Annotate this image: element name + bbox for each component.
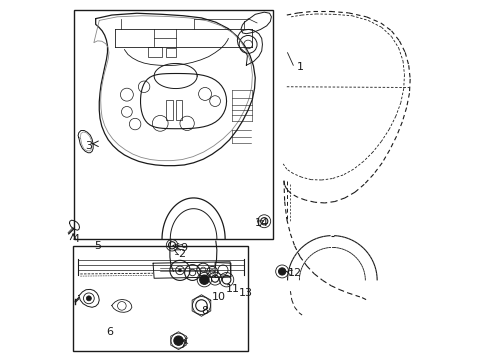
Text: 2: 2 bbox=[178, 248, 185, 258]
Text: 14: 14 bbox=[255, 218, 269, 228]
Bar bbox=[166, 100, 172, 120]
Bar bbox=[165, 48, 176, 57]
Text: 12: 12 bbox=[287, 268, 301, 278]
Text: 1: 1 bbox=[296, 62, 303, 72]
Circle shape bbox=[178, 269, 181, 272]
Circle shape bbox=[278, 268, 285, 275]
Text: 8: 8 bbox=[201, 306, 208, 316]
Circle shape bbox=[86, 296, 91, 301]
Circle shape bbox=[174, 336, 183, 345]
Text: 3: 3 bbox=[85, 141, 92, 151]
Text: 7: 7 bbox=[179, 340, 186, 350]
Text: 5: 5 bbox=[94, 241, 102, 251]
Text: 9: 9 bbox=[180, 243, 187, 253]
Bar bbox=[175, 100, 182, 120]
Text: 10: 10 bbox=[211, 292, 225, 302]
Circle shape bbox=[199, 275, 208, 284]
Text: 11: 11 bbox=[225, 284, 239, 294]
Bar bbox=[74, 10, 273, 239]
Bar bbox=[147, 47, 162, 57]
Text: 13: 13 bbox=[238, 288, 252, 298]
Text: 6: 6 bbox=[106, 327, 113, 337]
Text: 4: 4 bbox=[72, 234, 80, 244]
Bar bbox=[73, 246, 247, 351]
